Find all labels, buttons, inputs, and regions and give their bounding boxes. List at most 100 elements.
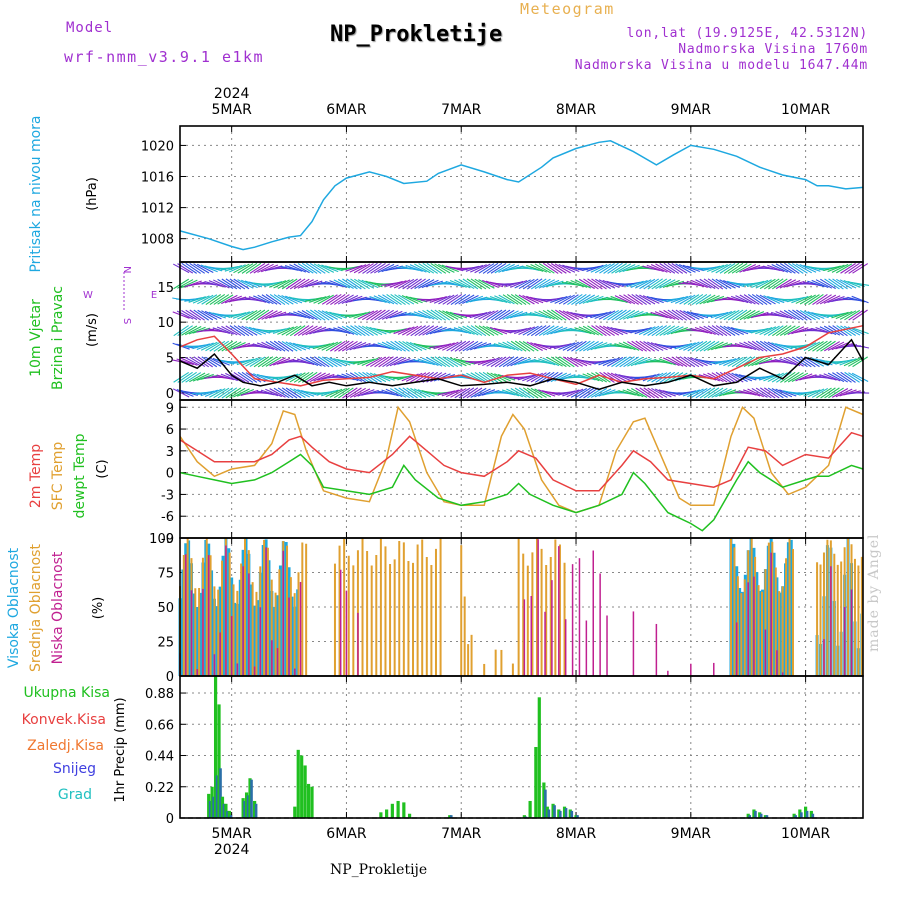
wind-barb [390,293,406,306]
wind-barb [759,326,777,336]
wind-barb [341,294,359,305]
wind-barb [269,340,286,352]
wind-barb [643,387,659,399]
wind-barb [373,263,391,274]
wind-barb [647,387,664,399]
sfc-temp-label: SFC Temp [50,442,66,511]
wind-barb [654,359,673,365]
wind-barb [799,309,816,321]
wind-barb [257,309,274,321]
wind-barb [490,263,507,274]
wind-barb [285,278,302,290]
wind-barb [374,356,390,368]
location-coords: lon,lat (19.9125E, 42.5312N) [626,26,868,41]
wind-barb [337,278,354,290]
wind-barb [582,325,600,336]
wind-barb [518,387,535,399]
wind-barb [450,388,467,398]
wind-barb [674,295,692,304]
wind-barb [261,310,278,320]
wind-barb [281,340,298,352]
wind-barb [679,356,696,368]
wind-barb [730,327,749,335]
wind-barb [832,278,848,290]
wind-barb [442,294,459,305]
wind-barb [779,358,797,366]
wind-barb [473,311,492,319]
wind-barb [719,325,736,336]
wind-barb [808,293,824,306]
wind-barb [795,263,812,274]
wind-barb [494,295,511,304]
wind-barb [398,278,415,290]
wind-barb [233,325,250,337]
compass-s: S [121,318,132,324]
wind-barb [181,310,198,321]
wind-barb [289,325,306,337]
wind-barb [253,295,270,304]
wind-barb [192,343,211,350]
precip-snow-bar [800,812,803,818]
wind-barb [711,263,728,273]
wind-barb [811,327,829,334]
wind-barb [827,295,845,304]
wind-barb [462,387,479,399]
wind-barb [241,262,258,274]
wind-barb [248,326,267,335]
wind-barb [221,325,238,336]
wind-barb [727,326,744,336]
precip-legend-label: Zaledj.Kisa [27,738,104,754]
wind-barb [751,279,769,288]
wind-barb [582,341,599,352]
precip-snow-bar [811,813,815,818]
wind-barb [619,356,635,368]
wind-barb [530,278,547,290]
wind-barb [755,358,773,366]
wind-barb [325,356,342,367]
wind-barb [248,296,267,303]
wind-barb [441,264,459,273]
wind-barb [172,311,190,319]
wind-barb [301,310,318,321]
wind-barb [470,387,487,398]
wind-barb [228,312,247,318]
sfc-temp-line [179,405,864,514]
wind-barb [767,341,784,351]
wind-barb [666,326,684,336]
wind-barb [706,295,725,304]
precip-total-bar [227,810,231,818]
compass-w: W [83,290,93,301]
wind-barb [225,341,242,352]
wind-barb [389,328,408,334]
wind-barb [469,342,487,351]
wind-barb [583,387,599,399]
wind-barb [747,388,765,398]
wind-barb [317,294,334,305]
wind-barb [241,279,258,289]
wind-barb [614,343,632,350]
wind-barb [221,294,238,305]
wind-barb [385,280,403,287]
wind-barb [554,295,572,304]
precip-total-bar [568,809,572,818]
wind-barb [682,389,701,397]
y-tick-label: -3 [161,488,174,503]
wind-barb [554,263,571,274]
wind-barb [707,387,724,399]
wind-barb [241,310,258,321]
wind-barb [193,356,210,368]
wind-barb [281,387,298,399]
wind-barb [743,341,760,351]
wind-barb [683,356,700,368]
wind-barb [209,340,226,352]
wind-barb [835,358,853,365]
compass-n: N [121,266,132,273]
top-date-label: 5MAR [212,102,253,118]
wind-barb [827,372,845,383]
wind-barb [779,279,797,289]
wind-barb [767,295,785,304]
model-label: Model [66,20,114,36]
wind-barb [301,279,319,289]
wind-barb [843,357,861,367]
wind-barb [369,296,387,303]
